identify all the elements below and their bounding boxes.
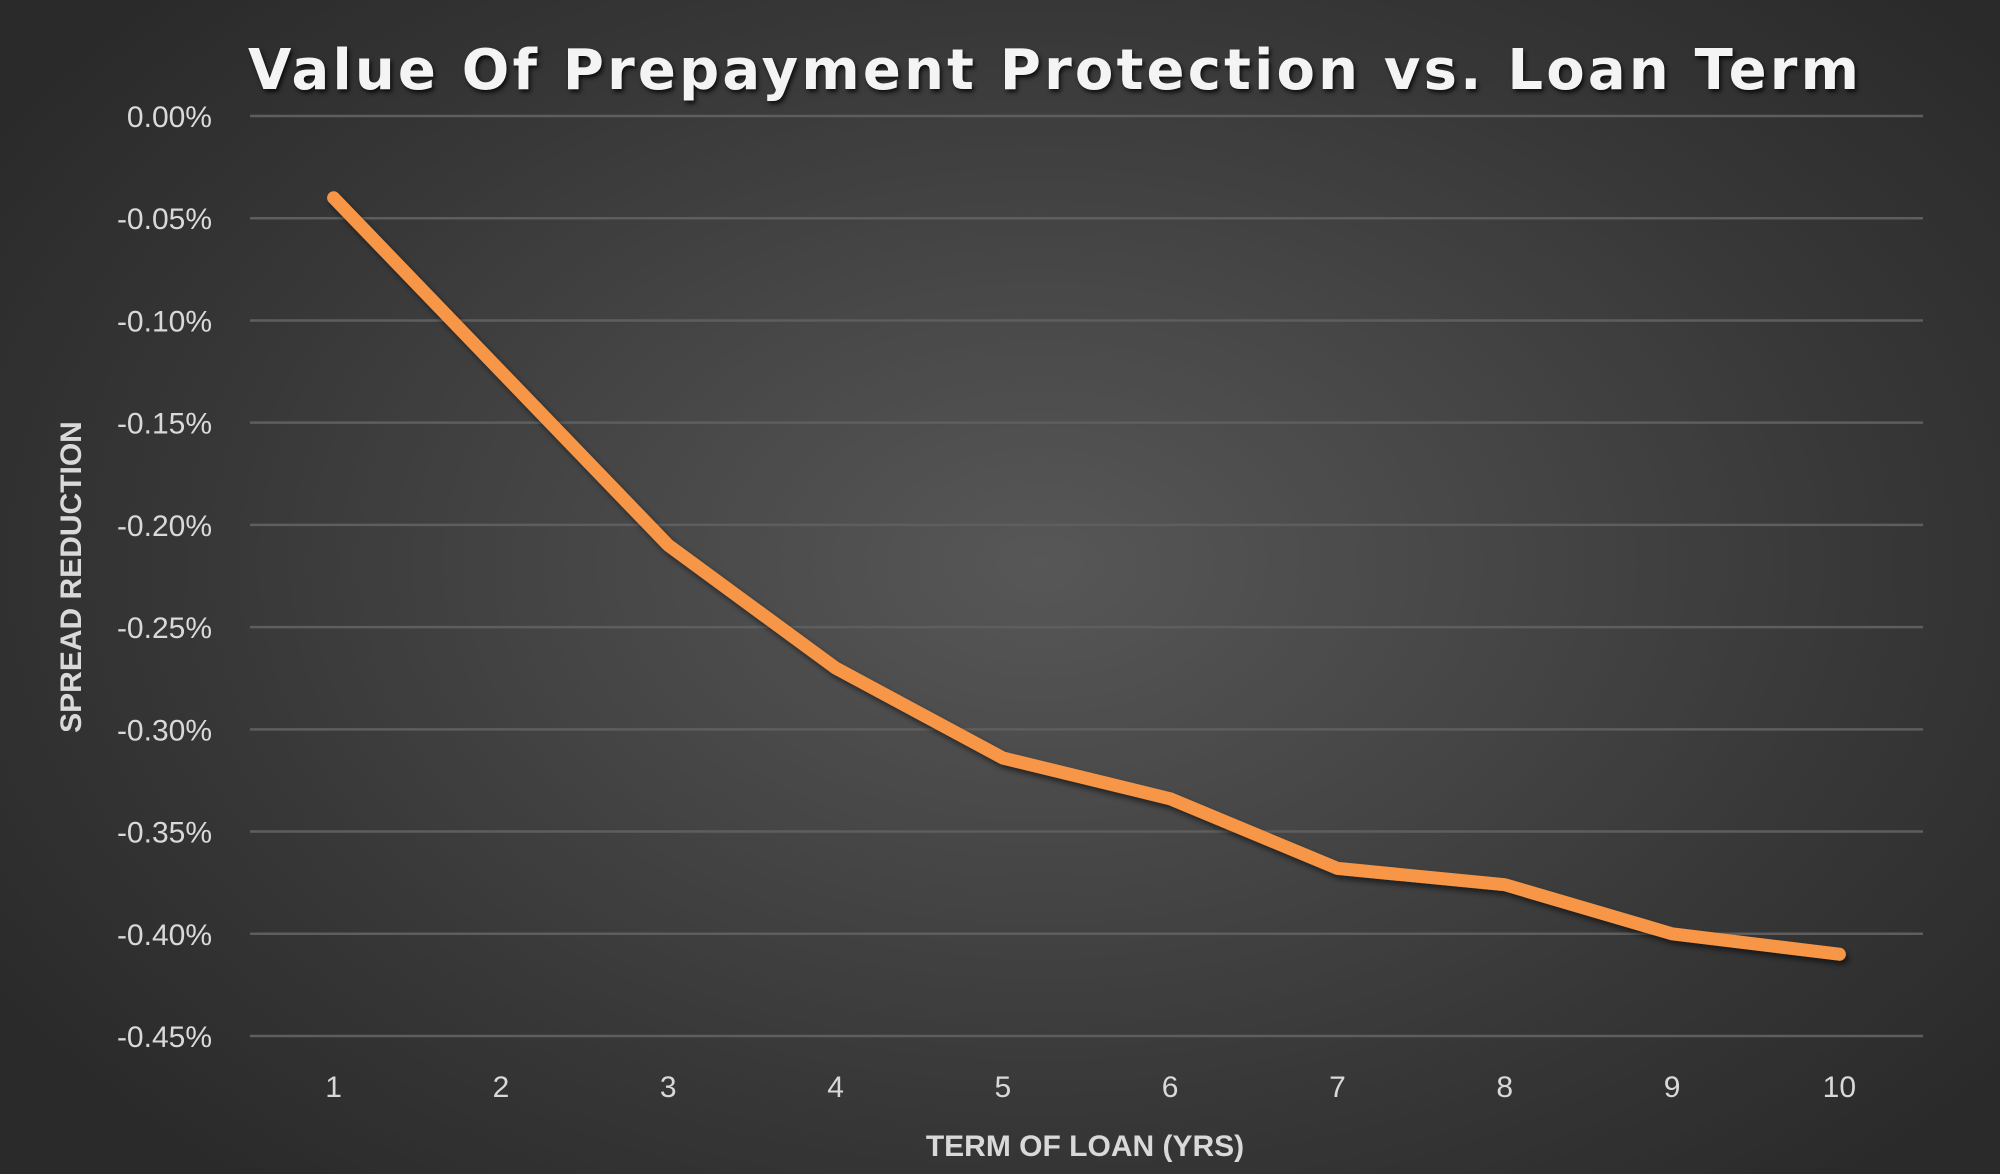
x-tick-label: 6	[1162, 1071, 1179, 1104]
x-axis-title: TERM OF LOAN (YRS)	[926, 1130, 1244, 1163]
gridlines	[250, 114, 1923, 1038]
x-tick-label: 7	[1329, 1071, 1346, 1104]
y-tick-label: -0.20%	[117, 510, 212, 543]
x-tick-label: 9	[1664, 1071, 1681, 1104]
x-tick-label: 4	[827, 1071, 844, 1104]
y-tick-label: -0.05%	[117, 203, 212, 236]
chart-title: Value Of Prepayment Protection vs. Loan …	[248, 38, 1863, 103]
y-tick-label: -0.10%	[117, 305, 212, 338]
y-tick-label: -0.35%	[117, 817, 212, 850]
y-tick-label: -0.30%	[117, 714, 212, 747]
y-tick-label: -0.25%	[117, 612, 212, 645]
y-tick-label: 0.00%	[127, 101, 212, 134]
data-line	[327, 191, 1846, 961]
x-tick-label: 5	[995, 1071, 1012, 1104]
y-axis-ticks: 0.00% -0.05% -0.10% -0.15% -0.20% -0.25% -0.30…	[117, 101, 212, 1054]
y-tick-label: -0.40%	[117, 919, 212, 952]
x-tick-label: 2	[493, 1071, 510, 1104]
x-tick-label: 10	[1823, 1071, 1856, 1104]
x-tick-label: 8	[1496, 1071, 1513, 1104]
y-tick-label: -0.45%	[117, 1021, 212, 1054]
x-axis-ticks: 1 2 3 4 5 6 7 8 9 10	[325, 1071, 1856, 1104]
x-tick-label: 1	[325, 1071, 342, 1104]
y-axis-title: SPREAD REDUCTION	[55, 421, 88, 733]
y-tick-label: -0.15%	[117, 408, 212, 441]
x-tick-label: 3	[660, 1071, 677, 1104]
